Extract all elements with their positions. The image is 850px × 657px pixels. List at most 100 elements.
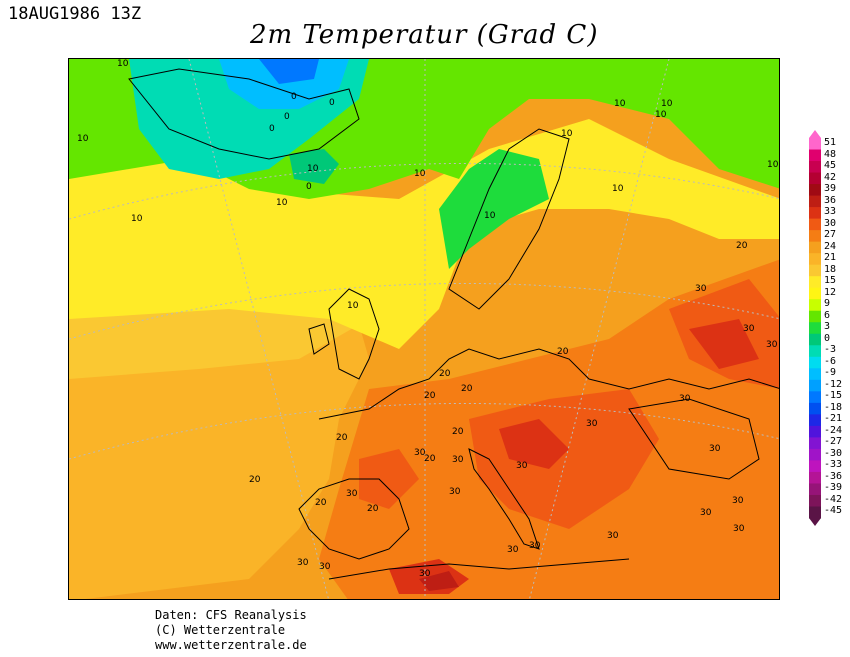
iceland xyxy=(289,149,339,184)
contour-label-20: 20 xyxy=(367,504,379,514)
legend-color-swatch xyxy=(809,483,821,496)
contour-label-0: 0 xyxy=(269,124,275,134)
legend-color-swatch xyxy=(809,207,821,220)
contour-label-10: 10 xyxy=(612,184,624,194)
legend-color-swatch xyxy=(809,356,821,369)
legend-color-swatch xyxy=(809,299,821,312)
legend-color-swatch xyxy=(809,494,821,507)
contour-label-20: 20 xyxy=(557,347,569,357)
contour-label-10: 10 xyxy=(767,160,779,170)
contour-label-0: 0 xyxy=(329,98,335,108)
contour-label-0: 0 xyxy=(306,182,312,192)
map-canvas: 10 10 10 0 0 0 0 0 10 10 10 10 10 10 10 … xyxy=(69,59,779,599)
legend-color-swatch xyxy=(809,379,821,392)
credits-copyright: (C) Wetterzentrale xyxy=(155,623,286,637)
africa-hottest xyxy=(419,571,459,591)
legend-label: -45 xyxy=(824,505,843,517)
graticule-line xyxy=(529,59,670,599)
spain-hot xyxy=(359,449,419,509)
legend-label: -39 xyxy=(824,482,843,494)
contour-label-20: 20 xyxy=(452,427,464,437)
temperature-map: 10 10 10 0 0 0 0 0 10 10 10 10 10 10 10 … xyxy=(68,58,780,600)
legend-label: -42 xyxy=(824,493,843,505)
legend-color-swatch xyxy=(809,448,821,461)
legend-label: -6 xyxy=(824,355,837,367)
credits: Daten: CFS Reanalysis (C) Wetterzentrale… xyxy=(155,608,307,653)
legend-color-swatch xyxy=(809,402,821,415)
greenland-cold xyxy=(219,59,349,109)
contour-label-30: 30 xyxy=(414,448,426,458)
legend-color-swatch xyxy=(809,471,821,484)
coastline xyxy=(318,348,779,420)
contour-label-20: 20 xyxy=(315,498,327,508)
legend-color-swatch xyxy=(809,345,821,358)
contour-labels: 10 10 10 0 0 0 0 0 10 10 10 10 10 10 10 … xyxy=(77,59,779,579)
ireland-coast xyxy=(308,323,330,355)
russia-hotspot xyxy=(689,319,759,369)
contour-label-30: 30 xyxy=(733,524,745,534)
legend-color-swatch xyxy=(809,287,821,300)
legend-color-swatch xyxy=(809,437,821,450)
legend-color-swatch xyxy=(809,322,821,335)
contour-label-10: 10 xyxy=(414,169,426,179)
italy-coast xyxy=(468,448,540,550)
legend-label: 21 xyxy=(824,252,837,264)
legend-label: 18 xyxy=(824,263,837,275)
legend-color-swatch xyxy=(809,425,821,438)
contour-label-10: 10 xyxy=(117,59,129,69)
contour-label-30: 30 xyxy=(449,487,461,497)
legend-color-swatch xyxy=(809,264,821,277)
contour-label-0: 0 xyxy=(291,92,297,102)
contour-label-20: 20 xyxy=(424,454,436,464)
greenland-coldest xyxy=(259,59,319,84)
legend-color-swatch xyxy=(809,414,821,427)
legend-color-swatch xyxy=(809,333,821,346)
contour-label-10: 10 xyxy=(614,99,626,109)
legend-color-swatch xyxy=(809,276,821,289)
greenland-coast xyxy=(128,68,360,160)
legend-label: -24 xyxy=(824,424,843,436)
legend-color-swatch xyxy=(809,161,821,174)
legend-label: 33 xyxy=(824,206,837,218)
contour-label-30: 30 xyxy=(297,558,309,568)
contour-label-30: 30 xyxy=(419,569,431,579)
contour-label-30: 30 xyxy=(452,455,464,465)
contour-label-20: 20 xyxy=(439,369,451,379)
legend-label: 39 xyxy=(824,183,837,195)
scandinavia-green xyxy=(439,149,549,269)
legend-color-swatch xyxy=(809,506,821,519)
black-sea-coast xyxy=(628,398,760,480)
yellow-band xyxy=(69,99,779,349)
contour-label-30: 30 xyxy=(743,324,755,334)
legend-color-swatch xyxy=(809,310,821,323)
legend-label: 51 xyxy=(824,137,837,148)
legend-color-swatch xyxy=(809,172,821,185)
legend-label: -36 xyxy=(824,470,843,482)
legend-label: 6 xyxy=(824,309,831,321)
contour-label-30: 30 xyxy=(516,461,528,471)
timestamp: 18AUG1986 13Z xyxy=(8,4,142,24)
contour-label-30: 30 xyxy=(679,394,691,404)
legend-color-swatch xyxy=(809,391,821,404)
contour-label-10: 10 xyxy=(661,99,673,109)
contour-label-30: 30 xyxy=(700,508,712,518)
contour-label-10: 10 xyxy=(307,164,319,174)
legend-label: 9 xyxy=(824,298,831,310)
legend-label: -15 xyxy=(824,390,843,402)
legend-color-swatch xyxy=(809,460,821,473)
legend-color-swatch xyxy=(809,149,821,162)
balkans-hot xyxy=(469,389,659,529)
legend-color-swatch xyxy=(809,368,821,381)
iberia-coast xyxy=(298,478,410,560)
contour-label-30: 30 xyxy=(346,489,358,499)
contour-label-30: 30 xyxy=(709,444,721,454)
credits-website[interactable]: www.wetterzentrale.de xyxy=(155,638,307,652)
contour-label-10: 10 xyxy=(131,214,143,224)
contour-label-10: 10 xyxy=(347,301,359,311)
legend-label: 3 xyxy=(824,321,831,333)
contour-label-30: 30 xyxy=(695,284,707,294)
page-title: 2m Temperatur (Grad C) xyxy=(250,20,599,50)
contour-label-10: 10 xyxy=(561,129,573,139)
legend-color-swatch xyxy=(809,230,821,243)
legend-label: 48 xyxy=(824,148,837,160)
